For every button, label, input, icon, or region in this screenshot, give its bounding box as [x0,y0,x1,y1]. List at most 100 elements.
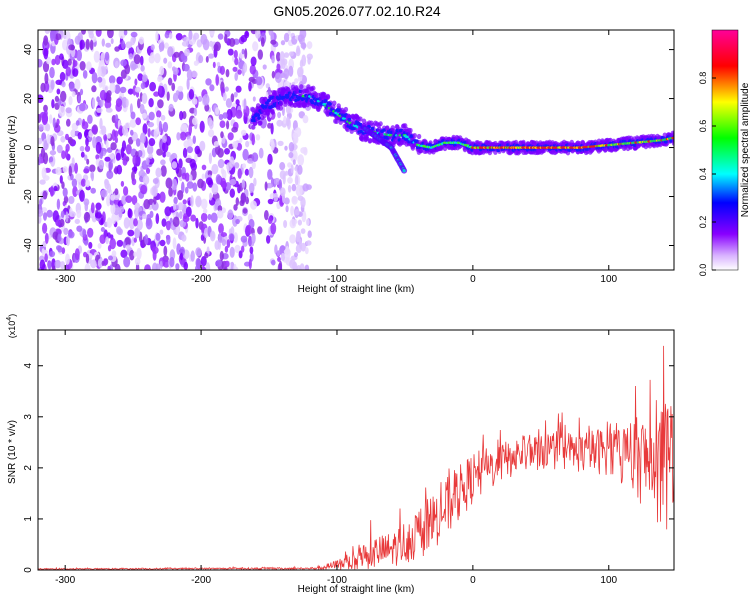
noise-mark [240,34,248,43]
noise-mark [218,114,224,121]
noise-mark [237,69,242,75]
noise-mark [167,46,174,58]
noise-mark [75,120,80,126]
noise-mark [287,184,292,193]
noise-mark [118,125,124,137]
noise-mark [56,118,60,126]
noise-mark [172,216,180,228]
x-tick-label: -200 [191,575,211,586]
noise-mark [135,154,141,167]
noise-mark [226,108,233,121]
y-tick-label: 3 [23,414,34,420]
noise-mark [219,65,225,75]
noise-mark [67,58,72,66]
noise-mark [51,265,56,270]
signal-halo-mark [393,138,398,145]
noise-mark [171,161,178,169]
noise-mark [158,85,163,94]
noise-mark [95,202,102,211]
noise-mark [200,234,204,242]
noise-mark [162,135,167,144]
noise-mark [283,52,290,58]
noise-mark [54,95,60,102]
noise-mark [245,140,250,148]
noise-mark [165,220,171,231]
noise-mark [105,107,113,113]
signal-halo-mark [273,90,279,96]
noise-mark [208,152,212,164]
noise-mark [233,232,238,243]
noise-mark [287,177,293,184]
noise-mark [302,115,309,124]
noise-mark [181,172,187,180]
noise-mark [160,114,166,121]
noise-mark [284,145,288,151]
noise-mark [211,183,219,195]
noise-mark [62,59,69,69]
noise-mark [43,35,49,46]
noise-mark [287,162,293,168]
noise-mark [140,184,148,195]
noise-mark [41,248,45,256]
noise-mark [286,118,291,130]
noise-mark [104,156,111,162]
noise-mark [185,206,192,218]
noise-mark [135,151,139,157]
noise-mark [249,246,254,254]
noise-mark [176,225,180,236]
noise-mark [202,94,210,106]
noise-mark [125,144,132,155]
noise-mark [172,67,179,75]
noise-mark [176,132,181,141]
snr-series-line [38,345,674,570]
noise-mark [228,233,235,241]
noise-mark [297,154,305,166]
noise-mark [239,137,243,144]
noise-mark [233,49,238,59]
noise-mark [56,144,63,154]
noise-mark [107,132,111,139]
noise-mark [50,136,55,147]
noise-mark [283,32,290,43]
noise-mark [70,44,75,51]
noise-mark [80,178,86,187]
noise-mark [38,124,44,131]
x-tick-label: -200 [191,274,211,285]
noise-mark [304,264,310,270]
noise-mark [128,53,134,60]
noise-mark [299,59,304,68]
noise-mark [250,200,257,210]
noise-mark [257,49,263,60]
noise-mark [201,164,207,171]
noise-mark [217,205,223,212]
noise-mark [68,196,75,204]
noise-mark [194,145,201,155]
noise-mark [279,187,286,197]
noise-mark [123,186,129,196]
noise-mark [168,187,174,197]
noise-mark [235,109,243,119]
noise-mark [179,110,184,121]
colorbar-tick-label: 0.2 [698,216,708,229]
noise-mark [135,117,141,126]
noise-mark [201,173,206,180]
noise-mark [289,218,297,229]
noise-mark [270,222,277,235]
noise-mark [182,199,187,205]
noise-mark [260,37,265,47]
noise-mark [296,231,300,241]
signal-core-mark [671,136,674,140]
noise-mark [227,48,234,56]
noise-mark [257,226,263,235]
noise-mark [250,56,257,67]
y-tick-label: 0 [23,144,34,150]
noise-mark [294,209,300,216]
noise-mark [221,239,227,246]
noise-mark [235,197,239,206]
noise-mark [155,232,161,241]
signal-halo-mark [419,148,424,154]
noise-mark [182,147,188,158]
noise-mark [200,256,207,267]
noise-mark [56,88,61,95]
noise-mark [243,98,247,110]
